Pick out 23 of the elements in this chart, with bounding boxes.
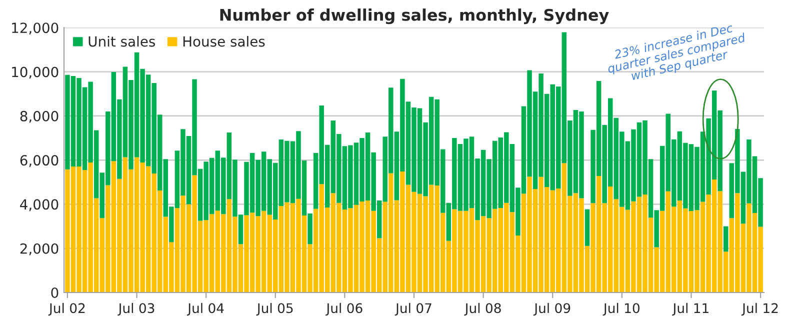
x-tick-label: Jul 05	[256, 302, 293, 316]
x-tick-label: Jul 12	[741, 302, 778, 316]
x-tick-label: Jul 08	[464, 302, 501, 316]
bar	[584, 209, 590, 246]
x-tick-label: Jul 04	[186, 302, 224, 316]
chart-title: Number of dwelling sales, monthly, Sydney	[220, 8, 609, 24]
x-tick-label: Jul 03	[118, 302, 154, 316]
x-tick-label: Jul 02	[48, 302, 85, 316]
x-tick-label: Jul 11	[672, 302, 708, 316]
y-tick-label: 12,000	[12, 22, 58, 35]
x-tick-label: Jul 10	[602, 302, 640, 316]
y-tick-label: 6,000	[20, 155, 58, 167]
x-tick-label: Jul 06	[326, 302, 362, 316]
y-tick-label: 0	[51, 287, 58, 298]
x-tick-label: Jul 07	[394, 302, 432, 316]
legend-label: House sales	[183, 36, 265, 47]
bar	[724, 226, 728, 252]
y-tick-label: 4,000	[20, 199, 58, 212]
y-tick-label: 10,000	[12, 66, 58, 79]
y-tick-label: 2,000	[20, 243, 58, 256]
legend-label: Unit sales	[88, 36, 156, 47]
x-tick-label: Jul 09	[533, 302, 570, 316]
y-tick-label: 8,000	[20, 110, 58, 123]
